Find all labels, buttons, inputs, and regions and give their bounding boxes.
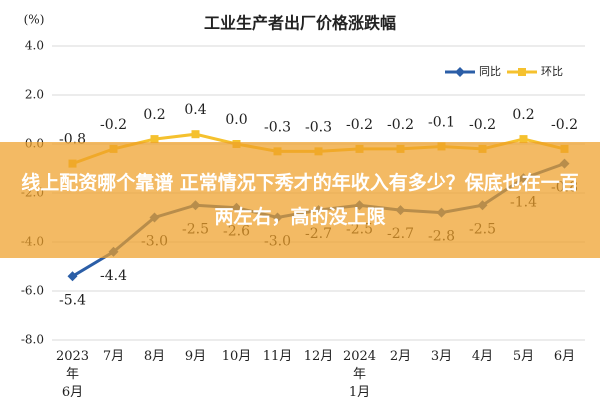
value-label: -0.1 (428, 114, 455, 130)
y-tick-label: 4.0 (25, 39, 44, 53)
x-tick-label: 12月 (303, 349, 334, 364)
x-tick-label: 8月 (143, 349, 166, 364)
legend-label: 环比 (541, 65, 563, 78)
x-tick-label: 9月 (184, 349, 207, 364)
x-tick-label: 11月 (262, 349, 293, 364)
point (519, 135, 528, 144)
x-tick-label: 7月 (102, 349, 125, 364)
value-label: 0.2 (512, 107, 534, 123)
x-tick-label: 5月 (512, 349, 535, 364)
value-label: -4.4 (100, 268, 127, 284)
y-axis-label: (%) (24, 13, 45, 27)
value-label: -0.2 (469, 117, 496, 133)
y-tick-label: -8.0 (21, 333, 44, 347)
x-tick-label: 6月 (553, 349, 576, 364)
x-tick-label: 3月 (430, 349, 453, 364)
value-label: -0.2 (100, 117, 127, 133)
point (150, 135, 159, 144)
point (455, 67, 465, 77)
x-tick-label: 2月 (389, 349, 412, 364)
legend-label: 同比 (479, 65, 501, 78)
x-tick-label: 2024年 1月 (342, 349, 377, 400)
value-label: -5.4 (59, 292, 86, 308)
value-label: -0.2 (551, 117, 578, 133)
y-tick-label: 2.0 (25, 88, 44, 102)
value-label: -0.3 (305, 119, 332, 135)
value-label: 0.4 (184, 102, 206, 118)
x-tick-label: 4月 (471, 349, 494, 364)
y-tick-label: -6.0 (21, 284, 44, 298)
point (518, 68, 526, 76)
value-label: -0.2 (346, 117, 373, 133)
value-label: 0.2 (143, 107, 165, 123)
point (191, 130, 200, 139)
value-label: 0.0 (225, 112, 247, 128)
x-tick-label: 10月 (221, 349, 252, 364)
chart-title: 工业生产者出厂价格涨跌幅 (204, 14, 396, 33)
overlay-banner: 线上配资哪个靠谱 正常情况下秀才的年收入有多少？保底也在一百两左右，高的没上限 (0, 142, 600, 258)
x-tick-label: 2023年 6月 (55, 349, 90, 400)
value-label: -0.3 (264, 119, 291, 135)
value-label: -0.2 (387, 117, 414, 133)
point (67, 271, 78, 282)
